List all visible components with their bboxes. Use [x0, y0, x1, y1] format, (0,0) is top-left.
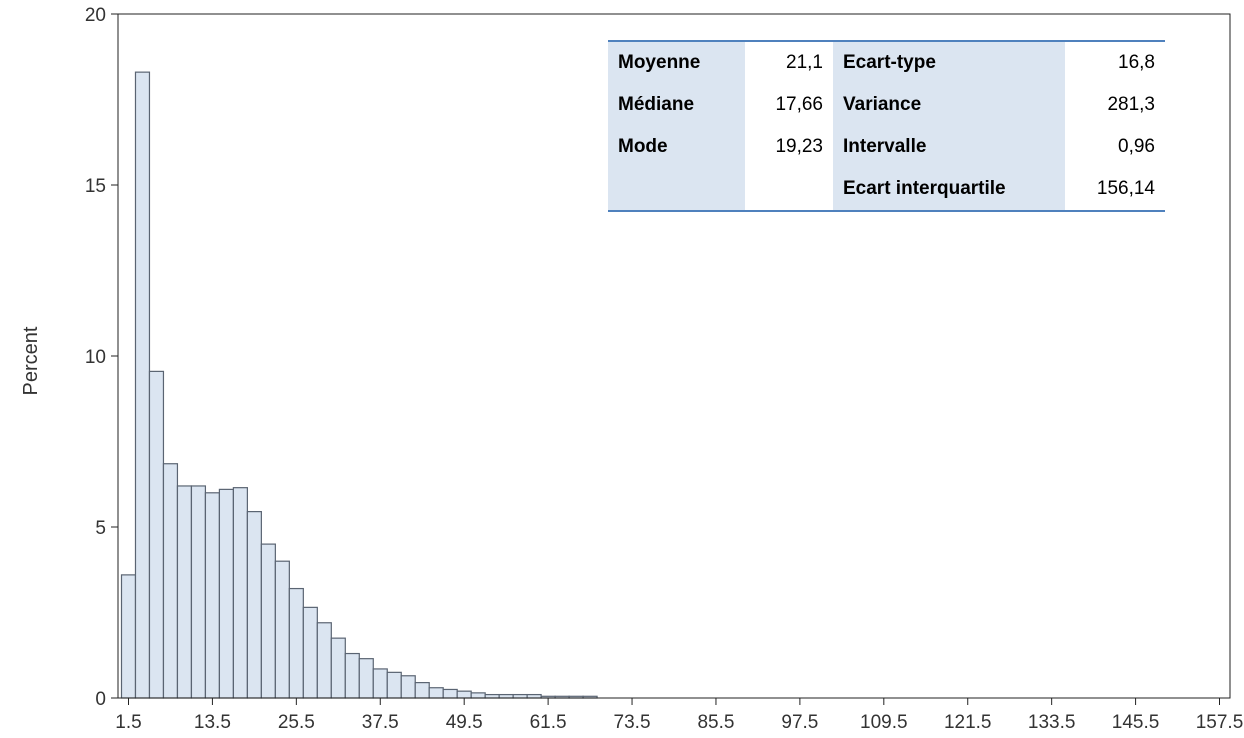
stat-label: Médiane: [608, 84, 745, 126]
histogram-bar: [204, 492, 221, 699]
histogram-bar: [358, 658, 374, 699]
histogram-bar: [498, 693, 514, 699]
x-tick-label: 121.5: [944, 712, 992, 733]
x-axis: 1.5 13.5 25.5 37.5 49.5 61.5 73.5 85.5 97.5 109.5…: [115, 698, 1243, 733]
x-tick-label: 37.5: [362, 712, 399, 733]
histogram-bar: [330, 637, 346, 699]
stats-row: Ecart interquartile 156,14: [608, 168, 1165, 211]
stat-label: Variance: [833, 84, 1065, 126]
histogram-bar: [344, 652, 360, 699]
x-tick-label: 13.5: [194, 712, 231, 733]
stat-value: 156,14: [1096, 178, 1155, 199]
x-tick-label: 25.5: [278, 712, 315, 733]
stat-label: Ecart interquartile: [833, 168, 1065, 211]
x-tick-label: 145.5: [1112, 712, 1160, 733]
histogram-bar: [414, 682, 430, 699]
histogram-bar: [218, 488, 234, 699]
y-axis-label: Percent: [20, 326, 42, 395]
stat-label: Moyenne: [608, 41, 745, 84]
stat-value: 16,8: [1118, 52, 1155, 73]
stat-value: 19,23: [775, 136, 823, 157]
y-tick-label: 15: [85, 176, 106, 197]
x-tick-label: 85.5: [697, 712, 734, 733]
y-tick-label: 5: [95, 518, 106, 539]
histogram-bar: [148, 370, 165, 699]
stats-row: Moyenne 21,1 Ecart-type 16,8: [608, 41, 1165, 84]
x-tick-label: 109.5: [860, 712, 908, 733]
stats-row: Médiane 17,66 Variance 281,3: [608, 84, 1165, 126]
histogram-bar: [442, 688, 458, 699]
summary-statistics-table: Moyenne 21,1 Ecart-type 16,8 Médiane 17,66 Var…: [608, 40, 1165, 212]
x-tick-label: 157.5: [1196, 712, 1244, 733]
histogram-bar: [484, 693, 500, 699]
x-tick-label: 1.5: [115, 712, 141, 733]
stat-label: Mode: [608, 126, 745, 168]
histogram-bar: [526, 693, 542, 699]
y-tick-label: 20: [85, 5, 106, 26]
histogram-bar: [372, 668, 388, 699]
y-tick-label: 0: [95, 689, 106, 710]
histogram-bar: [512, 693, 528, 699]
histogram-bar: [302, 606, 318, 699]
histogram-bar: [246, 511, 262, 699]
histogram-bar: [120, 574, 137, 699]
x-tick-label: 73.5: [614, 712, 651, 733]
bars-group: [120, 71, 598, 699]
histogram-bar: [470, 692, 486, 699]
histogram-bar: [260, 543, 276, 699]
histogram-bar: [232, 487, 248, 699]
stat-value: 0,96: [1118, 136, 1155, 157]
histogram-bar: [456, 690, 472, 699]
stat-value: 21,1: [786, 52, 823, 73]
histogram-bar: [162, 463, 179, 699]
stat-label: Ecart-type: [833, 41, 1065, 84]
histogram-bar: [428, 687, 444, 699]
stat-value: [745, 168, 833, 211]
x-tick-label: 133.5: [1028, 712, 1076, 733]
stat-value: 17,66: [775, 94, 823, 115]
histogram-bar: [274, 560, 290, 699]
stat-label: Intervalle: [833, 126, 1065, 168]
histogram-bar: [288, 587, 304, 699]
stat-label: [608, 168, 745, 211]
histogram-bar: [400, 675, 416, 699]
stats-row: Mode 19,23 Intervalle 0,96: [608, 126, 1165, 168]
x-tick-label: 61.5: [530, 712, 567, 733]
x-tick-label: 49.5: [446, 712, 483, 733]
histogram-bar: [386, 671, 402, 699]
y-tick-label: 10: [85, 347, 106, 368]
histogram-bar: [176, 485, 193, 699]
y-axis: 0 5 10 15 20: [85, 5, 118, 710]
x-tick-label: 97.5: [781, 712, 818, 733]
histogram-bar: [316, 622, 332, 699]
stat-value: 281,3: [1107, 94, 1155, 115]
histogram-bar: [134, 71, 151, 699]
histogram-bar: [190, 485, 207, 699]
